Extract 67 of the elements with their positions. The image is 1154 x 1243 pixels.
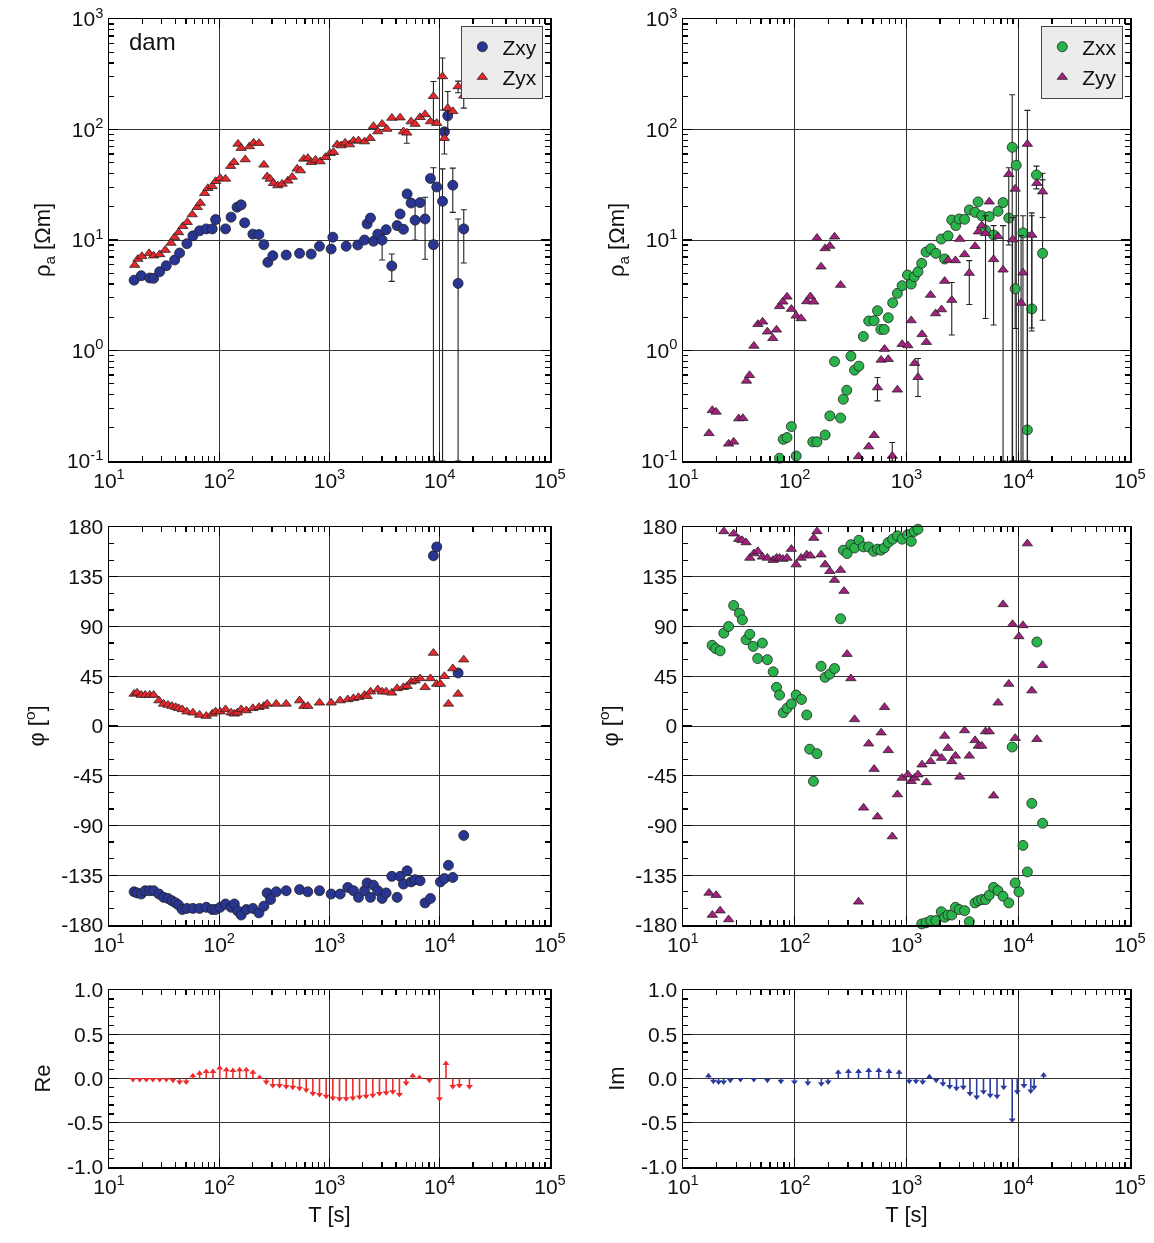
y-tick-label: 10$^{3}$ — [645, 4, 678, 31]
x-tick-label: 10$^{4}$ — [1002, 929, 1035, 956]
y-tick-label: 135 — [642, 565, 678, 589]
y-tick-label: -90 — [72, 813, 104, 837]
x-tick-label: 10$^{5}$ — [1114, 1171, 1146, 1198]
y-tick-label: 10$^{0}$ — [645, 336, 678, 362]
y-tick-label: -45 — [646, 764, 678, 788]
y-tick-label: 0.0 — [648, 1066, 678, 1090]
y-tick-label: 180 — [642, 515, 678, 539]
y-tick-label: -45 — [72, 764, 104, 788]
y-tick-label: -135 — [635, 863, 678, 887]
x-tick-label: 10$^{5}$ — [1114, 929, 1146, 956]
y-tick-label: -0.5 — [67, 1111, 104, 1135]
y-tick-label: -0.5 — [641, 1111, 678, 1135]
x-tick-label: 10$^{2}$ — [778, 465, 811, 492]
legend-label: Zxx — [1082, 35, 1117, 59]
y-tick-label: -90 — [646, 813, 678, 837]
y-tick-label: 0 — [665, 714, 678, 738]
annotation: dam — [129, 28, 176, 55]
y-tick-label: 10$^{2}$ — [71, 115, 104, 141]
y-tick-label: 10$^{-1}$ — [66, 446, 104, 473]
x-tick-label: 10$^{4}$ — [1002, 1171, 1035, 1198]
x-tick-label: 10$^{3}$ — [890, 1171, 923, 1198]
y-tick-label: 0.5 — [74, 1022, 104, 1046]
x-tick-label: 10$^{5}$ — [534, 465, 566, 492]
y-tick-label: 10$^{2}$ — [645, 115, 678, 141]
x-tick-label: 10$^{2}$ — [203, 465, 236, 492]
x-tick-label: 10$^{3}$ — [890, 929, 923, 956]
y-tick-label: 10$^{1}$ — [71, 225, 104, 252]
y-tick-label: 0 — [91, 714, 104, 738]
y-tick-label: 180 — [68, 515, 104, 539]
x-tick-label: 10$^{3}$ — [313, 1171, 346, 1198]
y-tick-label: 45 — [653, 664, 678, 688]
x-tick-label: 10$^{2}$ — [778, 929, 811, 956]
y-tick-label: 1.0 — [74, 978, 104, 1002]
x-tick-label: 10$^{3}$ — [313, 465, 346, 492]
y-tick-label: 10$^{0}$ — [71, 336, 104, 362]
y-tick-label: 90 — [79, 614, 104, 638]
x-tick-label: 10$^{5}$ — [534, 929, 566, 956]
x-tick-label: 10$^{4}$ — [1002, 465, 1035, 492]
x-tick-label: 10$^{3}$ — [313, 929, 346, 956]
y-tick-label: 0.5 — [648, 1022, 678, 1046]
x-tick-label: 10$^{4}$ — [423, 1171, 456, 1198]
y-axis-title: Re — [30, 1064, 56, 1093]
legend-label: Zxy — [502, 35, 537, 59]
x-tick-label: 10$^{3}$ — [890, 465, 923, 492]
legend-label: Zyy — [1082, 66, 1117, 90]
y-tick-label: 1.0 — [648, 978, 678, 1002]
x-tick-label: 10$^{4}$ — [423, 929, 456, 956]
y-tick-label: 135 — [68, 565, 104, 589]
x-axis-title: T [s] — [308, 1202, 351, 1228]
x-axis-title: T [s] — [885, 1202, 928, 1228]
y-tick-label: 90 — [653, 614, 678, 638]
x-tick-label: 10$^{2}$ — [778, 1171, 811, 1198]
y-tick-label: 45 — [79, 664, 104, 688]
y-tick-label: 10$^{-1}$ — [640, 446, 678, 473]
x-tick-label: 10$^{2}$ — [203, 1171, 236, 1198]
x-tick-label: 10$^{2}$ — [203, 929, 236, 956]
x-tick-label: 10$^{5}$ — [1114, 465, 1146, 492]
legend-label: Zyx — [502, 66, 537, 90]
x-tick-label: 10$^{5}$ — [534, 1171, 566, 1198]
y-axis-title: Im — [604, 1066, 630, 1091]
x-tick-label: 10$^{4}$ — [423, 465, 456, 492]
y-tick-label: 10$^{3}$ — [71, 4, 104, 31]
y-tick-label: 10$^{1}$ — [645, 225, 678, 252]
y-tick-label: 0.0 — [74, 1066, 104, 1090]
y-tick-label: -135 — [61, 863, 104, 887]
